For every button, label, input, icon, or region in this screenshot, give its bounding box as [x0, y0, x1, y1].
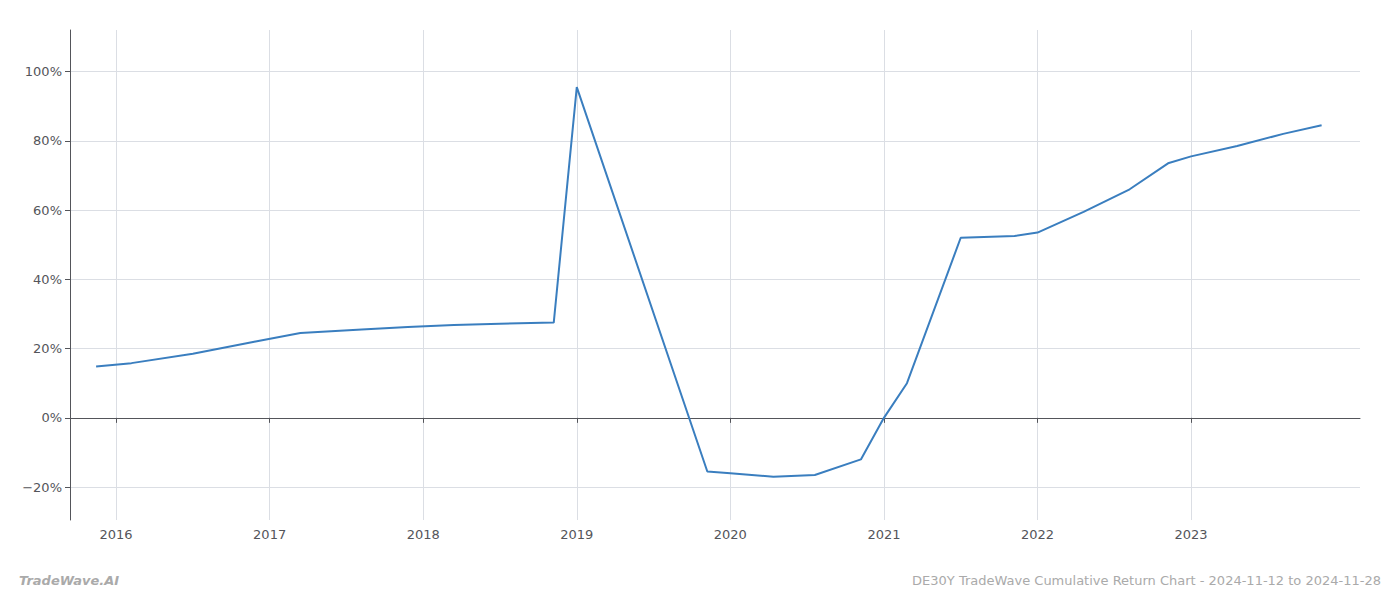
- svg-text:60%: 60%: [33, 203, 62, 218]
- svg-text:0%: 0%: [41, 410, 62, 425]
- svg-text:2023: 2023: [1175, 527, 1208, 542]
- svg-text:100%: 100%: [25, 64, 62, 79]
- svg-text:2017: 2017: [253, 527, 286, 542]
- svg-text:−20%: −20%: [22, 480, 62, 495]
- svg-text:40%: 40%: [33, 272, 62, 287]
- svg-text:2021: 2021: [867, 527, 900, 542]
- svg-text:2022: 2022: [1021, 527, 1054, 542]
- svg-text:80%: 80%: [33, 133, 62, 148]
- svg-text:2019: 2019: [560, 527, 593, 542]
- svg-text:20%: 20%: [33, 341, 62, 356]
- svg-text:DE30Y TradeWave Cumulative Ret: DE30Y TradeWave Cumulative Return Chart …: [912, 573, 1381, 588]
- svg-text:2020: 2020: [714, 527, 747, 542]
- svg-text:2016: 2016: [100, 527, 133, 542]
- svg-text:TradeWave.AI: TradeWave.AI: [19, 573, 119, 588]
- svg-text:2018: 2018: [407, 527, 440, 542]
